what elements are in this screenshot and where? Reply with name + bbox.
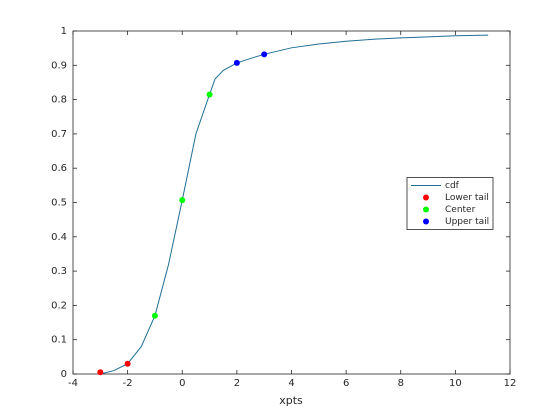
y-tick-label: 0.2 [51,300,67,311]
legend-swatch [423,206,429,213]
legend-swatch [423,218,429,225]
y-tick-label: 0.1 [51,335,67,346]
y-tick-label: 0 [61,369,67,380]
x-tick-label: 10 [449,378,462,389]
x-tick-label: 6 [343,378,349,389]
legend-label: Center [445,205,476,215]
x-tick-label: 0 [179,378,185,389]
x-tick-label: 4 [288,378,294,389]
y-tick-label: 1 [61,26,67,37]
x-tick-label: 2 [234,378,240,389]
y-tick-label: 0.3 [51,266,67,277]
point [179,197,186,204]
x-axis-label: xpts [279,394,303,407]
point [261,51,268,58]
y-tick-label: 0.9 [51,60,67,71]
x-tick-label: -2 [123,378,133,389]
y-tick-label: 0.7 [51,129,67,140]
legend-label: Upper tail [445,217,489,227]
x-tick-label: -4 [68,378,78,389]
y-tick-label: 0.6 [51,163,67,174]
point [97,369,104,376]
legend-label: Lower tail [445,193,489,203]
cdf-line [100,34,489,375]
legend-swatch [423,194,429,201]
legend-label: cdf [445,181,460,191]
point [124,360,131,367]
y-tick-label: 0.5 [51,198,67,209]
point [233,59,240,66]
y-tick-label: 0.4 [51,232,67,243]
y-tick-label: 0.8 [51,95,67,106]
point [151,312,158,319]
point [206,91,213,98]
legend-box [406,177,494,230]
x-tick-label: 12 [504,378,517,389]
x-tick-label: 8 [398,378,404,389]
